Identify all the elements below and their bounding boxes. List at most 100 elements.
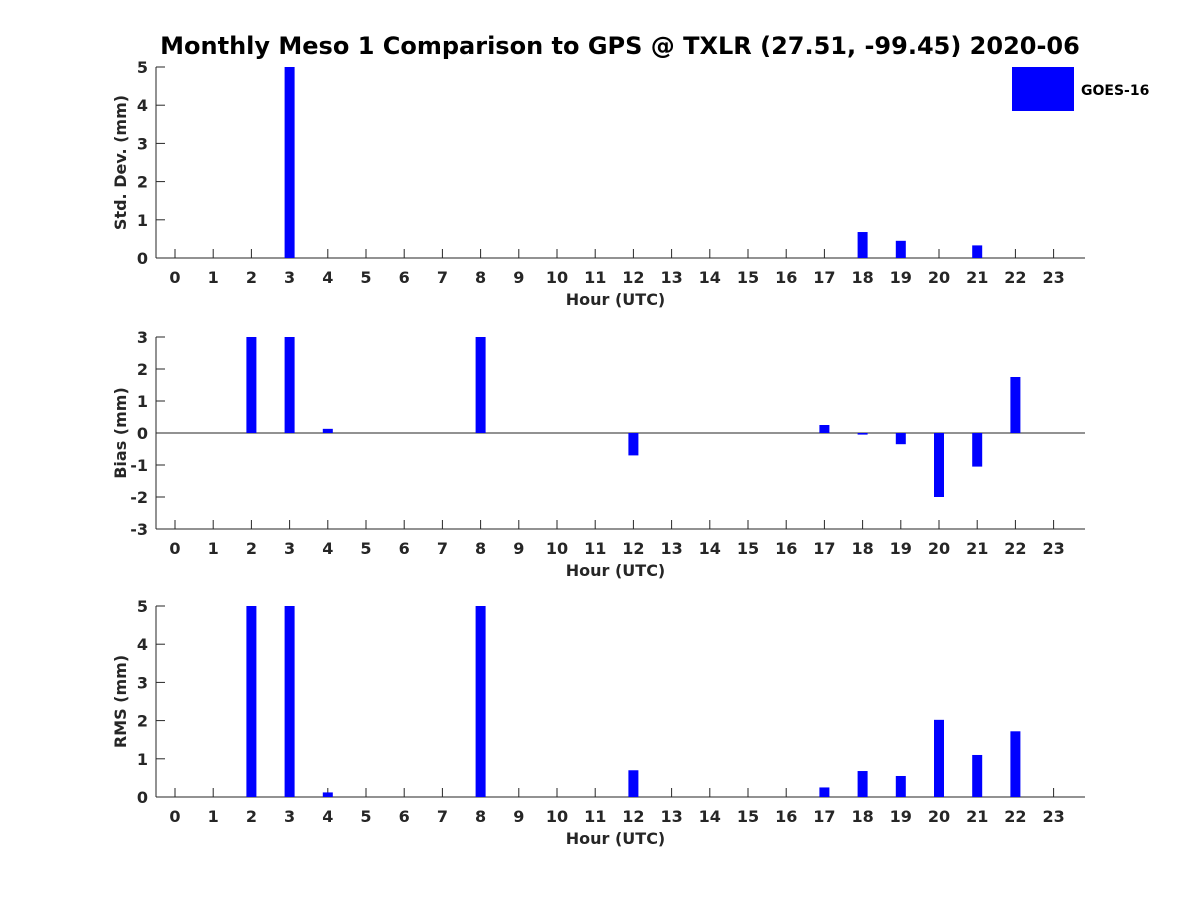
rms-bar-hour-8 <box>475 606 486 797</box>
bias-x-tick-label: 6 <box>399 539 410 558</box>
bias-bar-hour-4 <box>322 428 333 433</box>
rms-bar-hour-19 <box>895 775 906 797</box>
std-dev-x-tick-label: 3 <box>284 268 295 287</box>
rms-bar-hour-4 <box>322 792 333 797</box>
rms-x-tick-label: 21 <box>966 807 988 826</box>
std-dev-x-tick-label: 20 <box>928 268 950 287</box>
std-dev-y-tick-label: 1 <box>137 211 148 230</box>
rms-y-tick-label: 3 <box>137 673 148 692</box>
bias-bar-hour-12 <box>628 433 639 456</box>
legend: GOES-16 <box>1012 67 1149 111</box>
rms-x-tick-label: 18 <box>851 807 873 826</box>
std-dev-x-tick-label: 16 <box>775 268 797 287</box>
bias-x-tick-label: 3 <box>284 539 295 558</box>
std-dev-x-tick-label: 22 <box>1004 268 1026 287</box>
bias-x-tick-label: 8 <box>475 539 486 558</box>
bias-x-tick-label: 1 <box>208 539 219 558</box>
std-dev-x-tick-label: 21 <box>966 268 988 287</box>
std-dev-x-tick-label: 6 <box>399 268 410 287</box>
std-dev-bar-hour-3 <box>284 67 295 258</box>
bias-x-tick-label: 13 <box>660 539 682 558</box>
rms-x-tick-label: 17 <box>813 807 835 826</box>
rms-y-tick-label: 0 <box>137 788 148 807</box>
rms-bar-hour-18 <box>857 771 868 797</box>
rms-bar-hour-22 <box>1010 731 1021 797</box>
rms-x-tick-label: 3 <box>284 807 295 826</box>
legend-swatch <box>1012 67 1074 111</box>
bias-bar-hour-19 <box>895 433 906 445</box>
legend-label: GOES-16 <box>1081 83 1149 99</box>
bias-y-tick-label: -2 <box>130 488 148 507</box>
rms-bar-hour-2 <box>246 606 257 797</box>
std-dev-x-tick-label: 12 <box>622 268 644 287</box>
bias-y-axis-label: Bias (mm) <box>111 387 130 479</box>
std-dev-x-tick-label: 10 <box>546 268 568 287</box>
rms-bar-hour-21 <box>972 754 983 797</box>
rms-x-tick-label: 10 <box>546 807 568 826</box>
std-dev-y-axis-label: Std. Dev. (mm) <box>111 95 130 230</box>
rms-x-tick-label: 7 <box>437 807 448 826</box>
rms-x-tick-label: 1 <box>208 807 219 826</box>
std-dev-y-tick-label: 5 <box>137 58 148 77</box>
std-dev-x-tick-label: 8 <box>475 268 486 287</box>
bias-bar-hour-8 <box>475 337 486 433</box>
std-dev-y-tick-label: 3 <box>137 134 148 153</box>
bias-x-tick-label: 4 <box>322 539 333 558</box>
bias-y-tick-label: 3 <box>137 328 148 347</box>
rms-x-tick-label: 12 <box>622 807 644 826</box>
bias-bar-hour-21 <box>972 433 983 467</box>
std-dev-x-axis-label: Hour (UTC) <box>566 290 666 309</box>
std-dev-bar-hour-21 <box>972 245 983 258</box>
bias-x-tick-label: 20 <box>928 539 950 558</box>
bias-x-tick-label: 7 <box>437 539 448 558</box>
bias-y-tick-label: 1 <box>137 392 148 411</box>
bias-bar-hour-3 <box>284 337 295 433</box>
bias-x-tick-label: 5 <box>360 539 371 558</box>
std-dev-x-tick-label: 5 <box>360 268 371 287</box>
rms-y-tick-label: 4 <box>137 635 148 654</box>
rms-x-tick-label: 19 <box>890 807 912 826</box>
bias-bar-hour-22 <box>1010 377 1021 433</box>
bias-x-tick-label: 10 <box>546 539 568 558</box>
std-dev-x-tick-label: 23 <box>1042 268 1064 287</box>
std-dev-x-tick-label: 13 <box>660 268 682 287</box>
rms-x-tick-label: 2 <box>246 807 257 826</box>
std-dev-x-tick-label: 1 <box>208 268 219 287</box>
std-dev-x-tick-label: 2 <box>246 268 257 287</box>
rms-x-tick-label: 23 <box>1042 807 1064 826</box>
bias-x-tick-label: 11 <box>584 539 606 558</box>
std-dev-y-tick-label: 0 <box>137 249 148 268</box>
bias-x-tick-label: 23 <box>1042 539 1064 558</box>
rms-bar-hour-17 <box>819 787 830 797</box>
rms-y-tick-label: 5 <box>137 597 148 616</box>
std-dev-x-tick-label: 11 <box>584 268 606 287</box>
bias-x-tick-label: 16 <box>775 539 797 558</box>
std-dev-y-tick-label: 4 <box>137 96 148 115</box>
bias-x-tick-label: 18 <box>851 539 873 558</box>
rms-x-tick-label: 5 <box>360 807 371 826</box>
std-dev-y-tick-label: 2 <box>137 173 148 192</box>
std-dev-bar-hour-18 <box>857 232 868 258</box>
rms-x-tick-label: 6 <box>399 807 410 826</box>
std-dev-bar-hour-19 <box>895 240 906 258</box>
std-dev-x-tick-label: 0 <box>169 268 180 287</box>
rms-bar-hour-20 <box>934 719 944 797</box>
std-dev-x-tick-label: 4 <box>322 268 333 287</box>
bias-x-tick-label: 12 <box>622 539 644 558</box>
rms-bar-hour-3 <box>284 606 295 797</box>
rms-y-tick-label: 2 <box>137 712 148 731</box>
bias-x-tick-label: 9 <box>513 539 524 558</box>
bias-x-tick-label: 15 <box>737 539 759 558</box>
std-dev-x-tick-label: 14 <box>699 268 721 287</box>
bias-x-tick-label: 21 <box>966 539 988 558</box>
std-dev-x-tick-label: 9 <box>513 268 524 287</box>
bias-x-tick-label: 14 <box>699 539 721 558</box>
bias-x-tick-label: 2 <box>246 539 257 558</box>
rms-x-tick-label: 22 <box>1004 807 1026 826</box>
bias-x-tick-label: 17 <box>813 539 835 558</box>
bias-x-tick-label: 19 <box>890 539 912 558</box>
rms-x-tick-label: 16 <box>775 807 797 826</box>
